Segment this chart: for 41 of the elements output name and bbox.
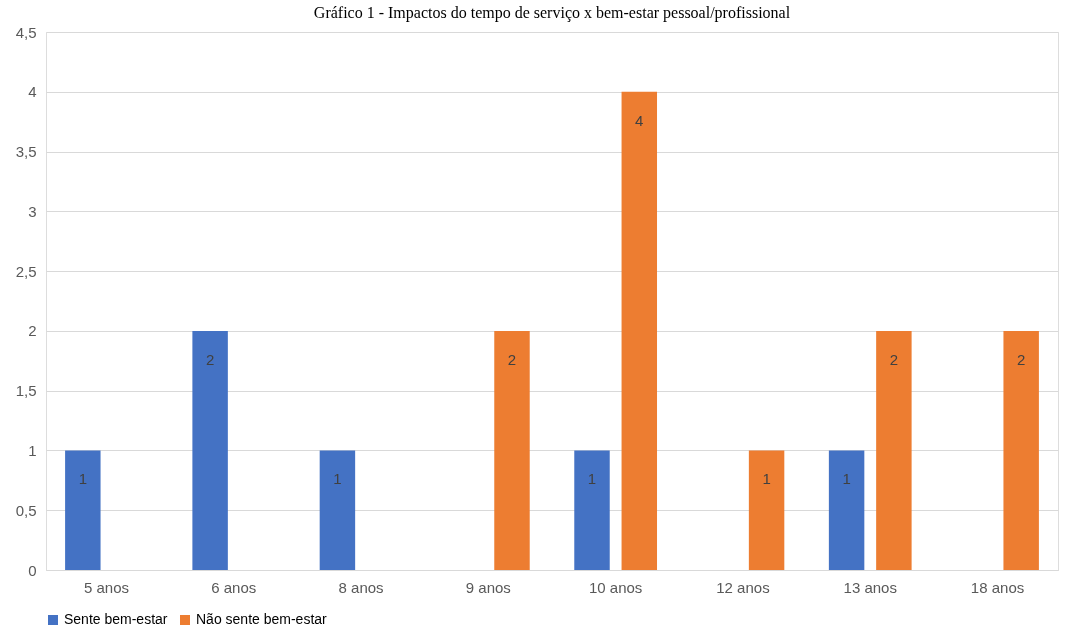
data-label: 1 — [587, 470, 597, 488]
x-tick-label: 8 anos — [338, 578, 384, 596]
bar — [192, 330, 228, 570]
data-label: 2 — [507, 350, 517, 368]
data-label: 2 — [205, 350, 215, 368]
x-tick-label: 18 anos — [970, 578, 1025, 596]
y-tick-label: 1,5 — [15, 382, 37, 400]
bar — [876, 330, 912, 570]
data-label: 4 — [635, 111, 644, 129]
data-label: 1 — [78, 470, 87, 488]
bar — [828, 450, 865, 570]
data-label: 2 — [1017, 350, 1026, 368]
bar — [65, 450, 101, 570]
data-label: 1 — [333, 470, 342, 488]
x-tick-label: 12 anos — [716, 578, 770, 596]
y-tick-label: 2,5 — [15, 262, 37, 280]
y-tick-label: 2 — [28, 322, 37, 340]
x-tick-label: 6 anos — [211, 578, 257, 596]
bar — [574, 450, 610, 570]
y-tick-label: 3,5 — [15, 143, 37, 161]
bar — [319, 450, 356, 570]
y-tick-label: 0,5 — [15, 501, 37, 519]
bar — [621, 91, 658, 570]
legend-label: Não sente bem-estar — [196, 611, 328, 627]
y-tick-label: 4 — [28, 83, 37, 101]
x-tick-label: 10 anos — [588, 578, 643, 596]
chart-title: Gráfico 1 - Impactos do tempo de serviço x bem-estar pessoal/profissional — [313, 4, 791, 22]
data-label: 2 — [889, 350, 899, 368]
data-label: 1 — [762, 470, 771, 488]
x-tick-label: 5 anos — [83, 578, 129, 596]
bar — [1003, 330, 1039, 570]
y-tick-label: 1 — [28, 441, 37, 459]
y-tick-label: 3 — [28, 202, 37, 220]
y-tick-label: 4,5 — [15, 23, 37, 41]
x-tick-label: 9 anos — [465, 578, 511, 596]
legend-label: Sente bem-estar — [64, 611, 168, 627]
data-label: 1 — [842, 470, 851, 488]
x-tick-label: 13 anos — [843, 578, 897, 596]
bar — [494, 330, 530, 570]
y-tick-label: 0 — [28, 561, 37, 579]
bar — [748, 450, 785, 570]
